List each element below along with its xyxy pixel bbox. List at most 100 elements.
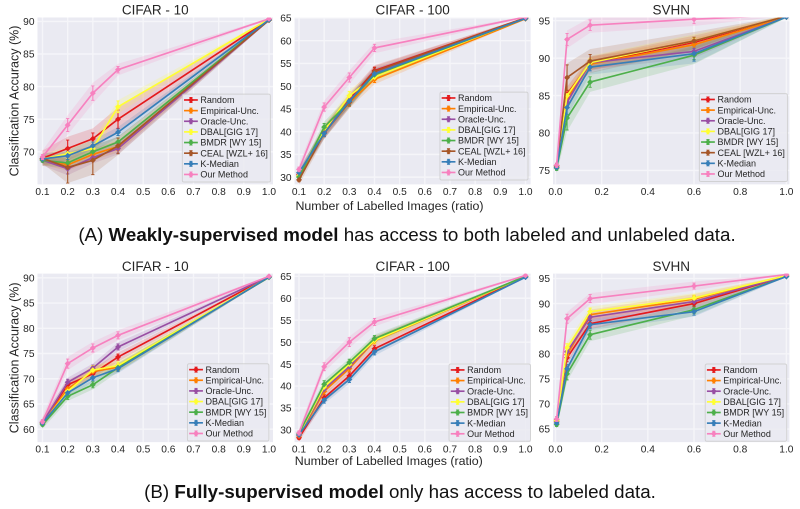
svg-text:0.3: 0.3 xyxy=(342,444,356,455)
svg-text:0.4: 0.4 xyxy=(111,444,125,455)
svg-text:95: 95 xyxy=(539,16,551,27)
svg-text:CIFAR - 10: CIFAR - 10 xyxy=(122,3,189,18)
svg-text:Empirical-Unc.: Empirical-Unc. xyxy=(467,376,526,386)
svg-text:0.8: 0.8 xyxy=(733,444,747,455)
svg-text:Random: Random xyxy=(458,93,492,103)
svg-text:60: 60 xyxy=(280,294,292,305)
svg-text:K-Median: K-Median xyxy=(467,418,506,428)
svg-text:0.3: 0.3 xyxy=(342,187,356,198)
svg-text:80: 80 xyxy=(539,129,551,140)
svg-text:1.0: 1.0 xyxy=(779,444,793,455)
svg-text:65: 65 xyxy=(280,14,292,25)
svg-text:0.5: 0.5 xyxy=(393,444,407,455)
svg-text:DBAL[GIG 17]: DBAL[GIG 17] xyxy=(206,397,264,407)
svg-text:SVHN: SVHN xyxy=(652,259,690,274)
svg-text:0.5: 0.5 xyxy=(136,187,150,198)
svg-text:Empirical-Unc.: Empirical-Unc. xyxy=(458,104,517,114)
svg-text:0.4: 0.4 xyxy=(641,187,655,198)
svg-text:CIFAR - 10: CIFAR - 10 xyxy=(122,259,189,274)
svg-text:BMDR [WY 15]: BMDR [WY 15] xyxy=(467,408,528,418)
svg-text:BMDR [WY 15]: BMDR [WY 15] xyxy=(717,137,778,147)
svg-text:70: 70 xyxy=(23,147,35,158)
svg-text:0.7: 0.7 xyxy=(186,444,200,455)
svg-text:BMDR [WY 15]: BMDR [WY 15] xyxy=(723,408,784,418)
svg-text:90: 90 xyxy=(539,54,551,65)
svg-text:85: 85 xyxy=(23,50,35,61)
svg-text:0.5: 0.5 xyxy=(136,444,150,455)
svg-text:Our Method: Our Method xyxy=(723,429,771,439)
svg-text:35: 35 xyxy=(280,150,292,161)
svg-text:Random: Random xyxy=(206,365,240,375)
svg-text:Oracle-Unc.: Oracle-Unc. xyxy=(723,386,771,396)
svg-text:0.1: 0.1 xyxy=(35,444,49,455)
svg-text:0.2: 0.2 xyxy=(317,444,331,455)
svg-text:85: 85 xyxy=(23,299,35,310)
svg-text:SVHN: SVHN xyxy=(652,3,690,18)
svg-text:BMDR [WY 15]: BMDR [WY 15] xyxy=(200,138,261,148)
svg-text:0.2: 0.2 xyxy=(317,187,331,198)
svg-text:30: 30 xyxy=(280,173,292,184)
svg-text:0.2: 0.2 xyxy=(595,444,609,455)
svg-text:K-Median: K-Median xyxy=(458,157,497,167)
svg-text:40: 40 xyxy=(280,127,292,138)
svg-text:60: 60 xyxy=(23,425,35,436)
svg-text:Random: Random xyxy=(200,95,234,105)
svg-text:Random: Random xyxy=(467,365,501,375)
svg-text:0.8: 0.8 xyxy=(733,187,747,198)
svg-text:45: 45 xyxy=(280,105,292,116)
svg-text:0.4: 0.4 xyxy=(367,187,381,198)
svg-text:DBAL[GIG 17]: DBAL[GIG 17] xyxy=(458,125,516,135)
svg-text:0.8: 0.8 xyxy=(212,444,226,455)
svg-text:0.2: 0.2 xyxy=(61,187,75,198)
svg-text:BMDR [WY 15]: BMDR [WY 15] xyxy=(206,407,267,417)
svg-text:0.8: 0.8 xyxy=(212,187,226,198)
svg-text:DBAL[GIG 17]: DBAL[GIG 17] xyxy=(717,127,775,137)
svg-text:45: 45 xyxy=(280,360,292,371)
svg-text:65: 65 xyxy=(280,272,292,283)
svg-text:0.8: 0.8 xyxy=(468,187,482,198)
svg-text:K-Median: K-Median xyxy=(717,158,756,168)
svg-text:0.3: 0.3 xyxy=(86,187,100,198)
svg-text:0.4: 0.4 xyxy=(111,187,125,198)
svg-text:Number of Labelled Images (rat: Number of Labelled Images (ratio) xyxy=(295,199,483,213)
svg-text:0.7: 0.7 xyxy=(443,444,457,455)
svg-text:70: 70 xyxy=(539,400,551,411)
svg-text:CEAL [WZL+ 16]: CEAL [WZL+ 16] xyxy=(717,148,784,158)
svg-text:70: 70 xyxy=(23,374,35,385)
svg-text:CIFAR - 100: CIFAR - 100 xyxy=(375,3,449,18)
svg-text:Oracle-Unc.: Oracle-Unc. xyxy=(458,114,506,124)
svg-text:0.4: 0.4 xyxy=(367,444,381,455)
svg-text:Classification Accuracy (%): Classification Accuracy (%) xyxy=(8,26,22,177)
svg-text:0.6: 0.6 xyxy=(418,187,432,198)
svg-text:90: 90 xyxy=(23,17,35,28)
svg-text:Oracle-Unc.: Oracle-Unc. xyxy=(206,386,254,396)
svg-text:Number of Labelled Images (rat: Number of Labelled Images (ratio) xyxy=(295,454,483,468)
svg-text:80: 80 xyxy=(539,349,551,360)
svg-text:0.8: 0.8 xyxy=(468,444,482,455)
svg-text:1.0: 1.0 xyxy=(262,187,276,198)
svg-text:Oracle-Unc.: Oracle-Unc. xyxy=(467,386,515,396)
svg-text:95: 95 xyxy=(539,274,551,285)
svg-text:BMDR [WY 15]: BMDR [WY 15] xyxy=(458,136,519,146)
svg-text:0.2: 0.2 xyxy=(595,187,609,198)
svg-text:55: 55 xyxy=(280,316,292,327)
svg-text:0.9: 0.9 xyxy=(493,444,507,455)
svg-text:0.0: 0.0 xyxy=(548,444,562,455)
svg-text:CEAL [WZL+ 16]: CEAL [WZL+ 16] xyxy=(458,146,525,156)
svg-text:90: 90 xyxy=(539,299,551,310)
svg-text:75: 75 xyxy=(23,349,35,360)
svg-text:0.4: 0.4 xyxy=(641,444,655,455)
svg-text:Oracle-Unc.: Oracle-Unc. xyxy=(717,116,765,126)
svg-text:DBAL[GIG 17]: DBAL[GIG 17] xyxy=(200,127,258,137)
svg-text:Our Method: Our Method xyxy=(200,170,248,180)
svg-text:75: 75 xyxy=(539,166,551,177)
svg-text:CEAL [WZL+ 16]: CEAL [WZL+ 16] xyxy=(200,148,267,158)
svg-text:Our Method: Our Method xyxy=(458,168,506,178)
svg-text:CIFAR - 100: CIFAR - 100 xyxy=(375,259,449,274)
svg-text:1.0: 1.0 xyxy=(262,444,276,455)
svg-text:85: 85 xyxy=(539,324,551,335)
svg-text:0.6: 0.6 xyxy=(161,187,175,198)
svg-text:0.1: 0.1 xyxy=(35,187,49,198)
svg-text:Empirical-Unc.: Empirical-Unc. xyxy=(723,376,782,386)
svg-text:0.6: 0.6 xyxy=(687,187,701,198)
